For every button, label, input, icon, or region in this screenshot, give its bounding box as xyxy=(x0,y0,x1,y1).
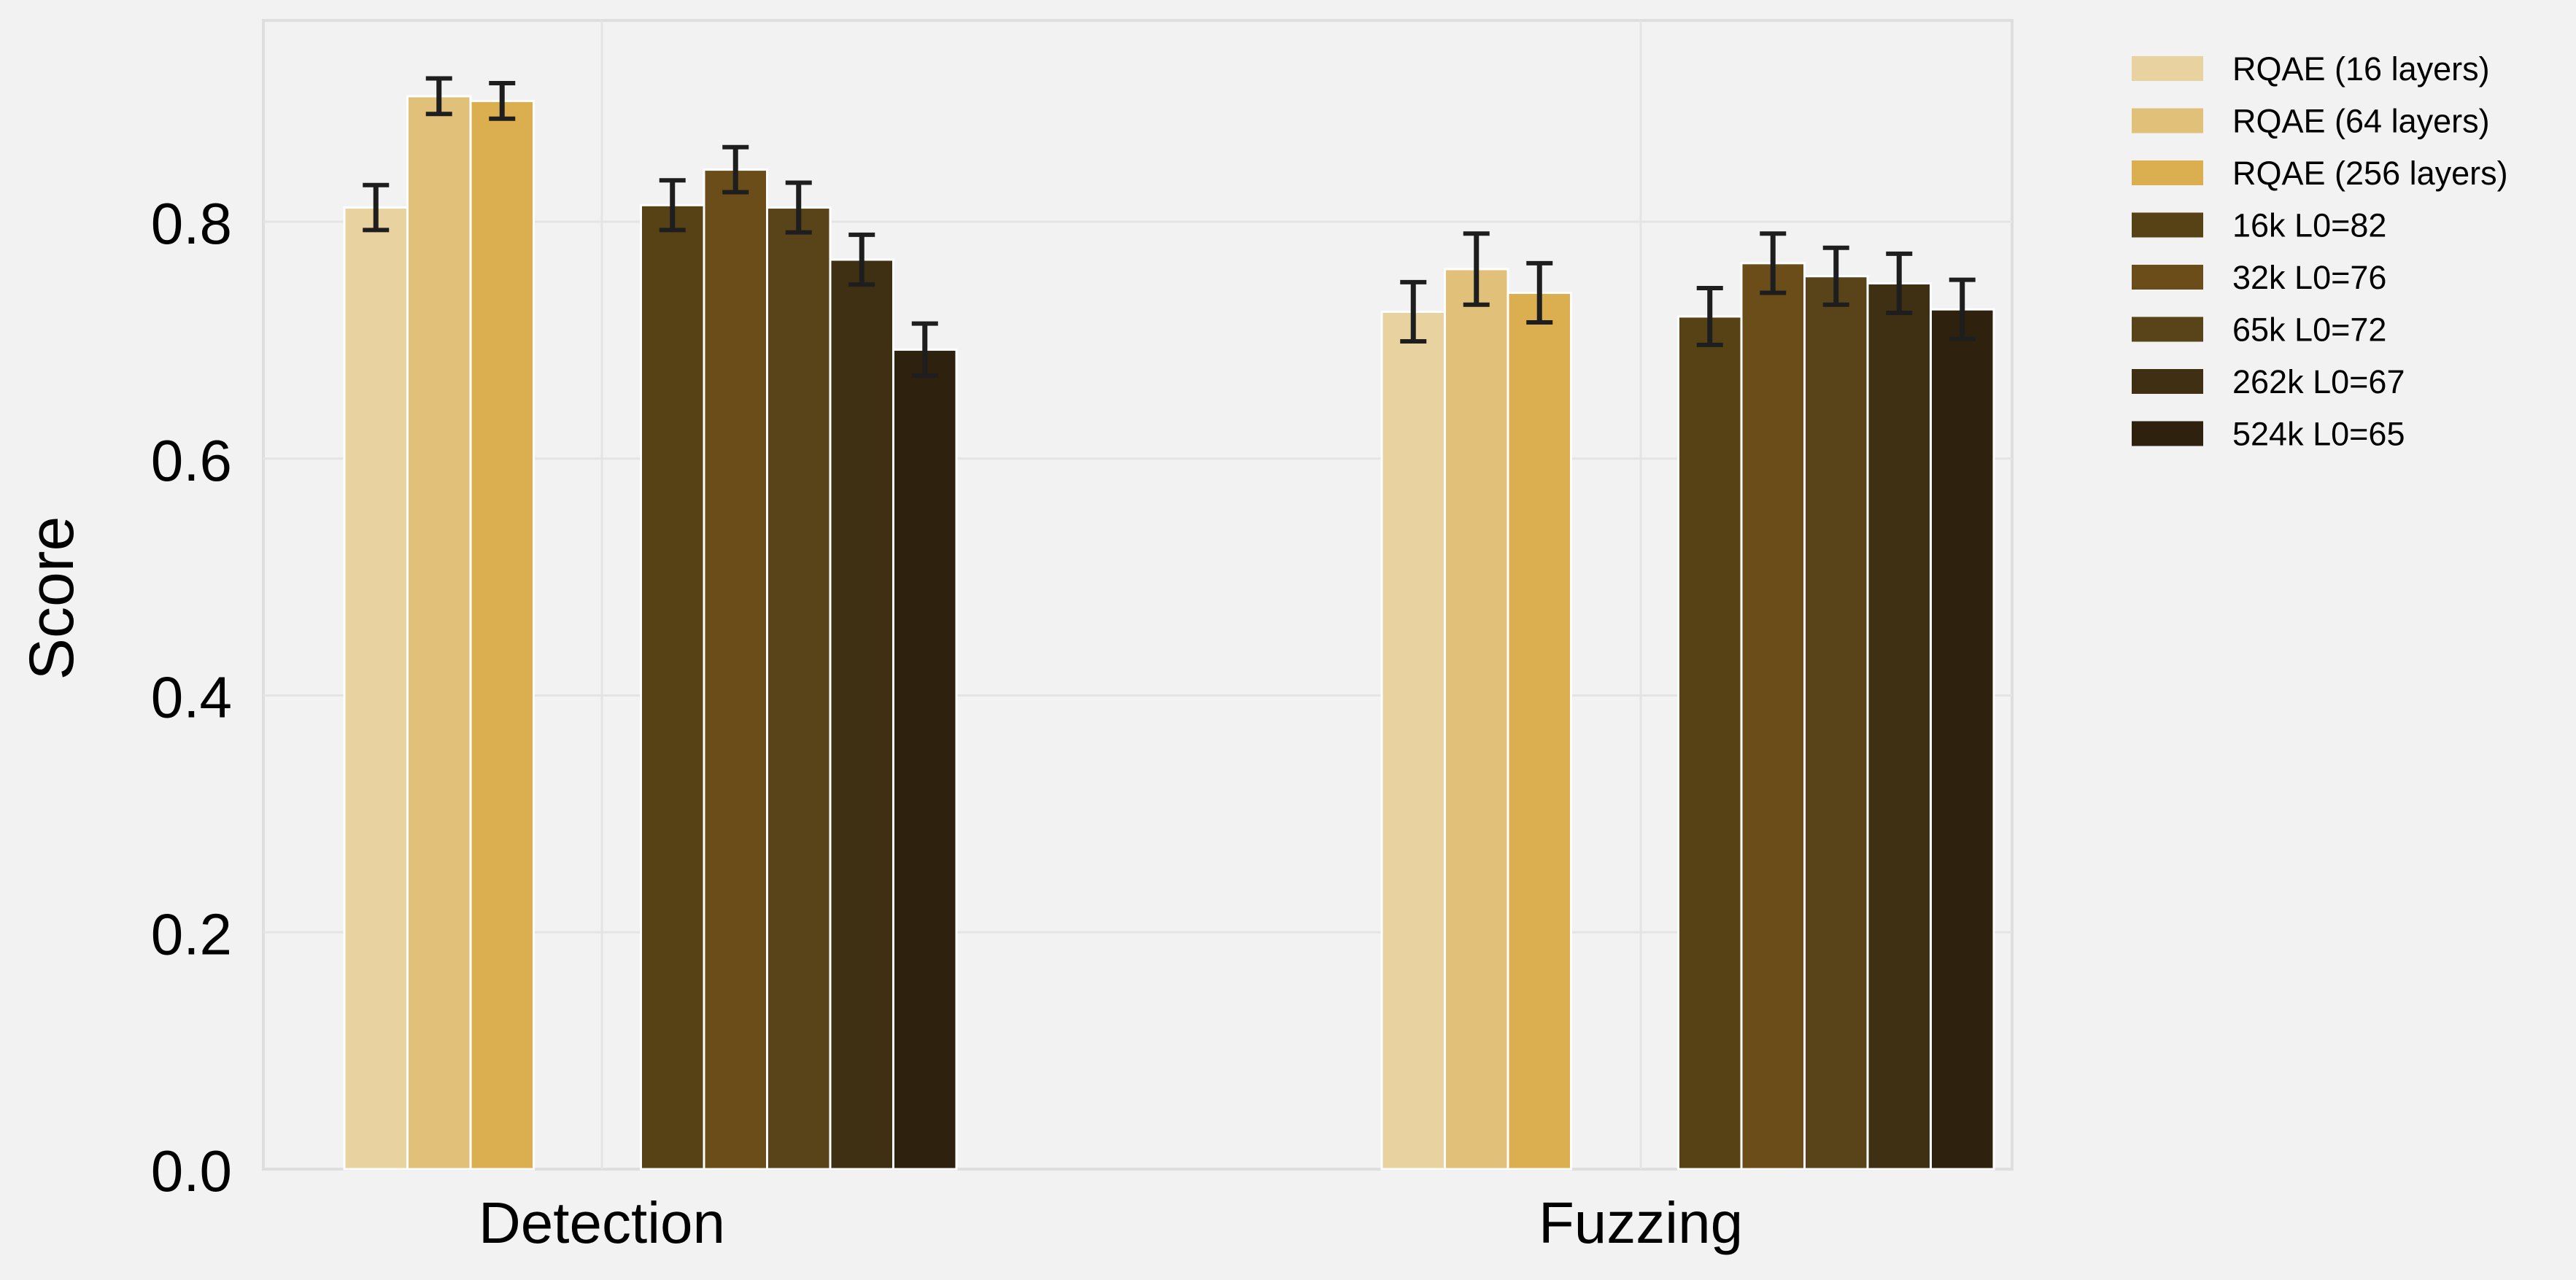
y-tick-label: 0.2 xyxy=(151,901,232,966)
legend-swatch xyxy=(2132,160,2203,185)
bar xyxy=(1677,315,1743,1171)
bar xyxy=(829,258,894,1171)
legend-label: 32k L0=76 xyxy=(2232,259,2386,296)
bar xyxy=(1740,262,1806,1171)
y-axis-ticks: 0.0 0.2 0.4 0.6 0.8 xyxy=(151,191,232,1203)
legend-label: RQAE (256 layers) xyxy=(2232,155,2508,192)
bar xyxy=(469,99,535,1171)
bar xyxy=(1444,268,1509,1171)
bar xyxy=(1930,308,1995,1171)
legend-swatch xyxy=(2132,56,2203,81)
legend-swatch xyxy=(2132,212,2203,238)
legend-label: 65k L0=72 xyxy=(2232,311,2386,349)
bar xyxy=(703,168,768,1171)
bar xyxy=(1866,282,1932,1171)
bar xyxy=(1803,275,1869,1171)
bar xyxy=(766,206,832,1171)
legend-label: RQAE (64 layers) xyxy=(2232,103,2490,140)
bar xyxy=(1506,291,1572,1171)
y-tick-label: 0.8 xyxy=(151,191,232,256)
bar xyxy=(1380,310,1446,1171)
y-tick-label: 0.6 xyxy=(151,428,232,493)
y-tick-label: 0.4 xyxy=(151,665,232,730)
legend-label: 16k L0=82 xyxy=(2232,207,2386,244)
error-bars xyxy=(363,76,1976,379)
legend-label: RQAE (16 layers) xyxy=(2232,50,2490,88)
legend-swatch xyxy=(2132,317,2203,342)
legend-label: 524k L0=65 xyxy=(2232,416,2405,453)
legend-label: 262k L0=67 xyxy=(2232,363,2405,400)
legend: RQAE (16 layers) RQAE (64 layers) RQAE (25… xyxy=(2132,50,2508,453)
y-axis-label: Score xyxy=(17,516,87,680)
x-tick-label: Fuzzing xyxy=(1539,1190,1743,1255)
bar xyxy=(406,95,472,1171)
legend-swatch xyxy=(2132,369,2203,394)
legend-swatch xyxy=(2132,108,2203,133)
x-tick-label: Detection xyxy=(479,1190,725,1255)
bar xyxy=(892,348,958,1171)
y-tick-label: 0.0 xyxy=(151,1139,232,1203)
bar xyxy=(343,206,409,1171)
bar xyxy=(640,203,705,1171)
legend-swatch xyxy=(2132,265,2203,290)
x-axis-ticks: Detection Fuzzing xyxy=(479,1190,1743,1255)
legend-swatch xyxy=(2132,421,2203,446)
